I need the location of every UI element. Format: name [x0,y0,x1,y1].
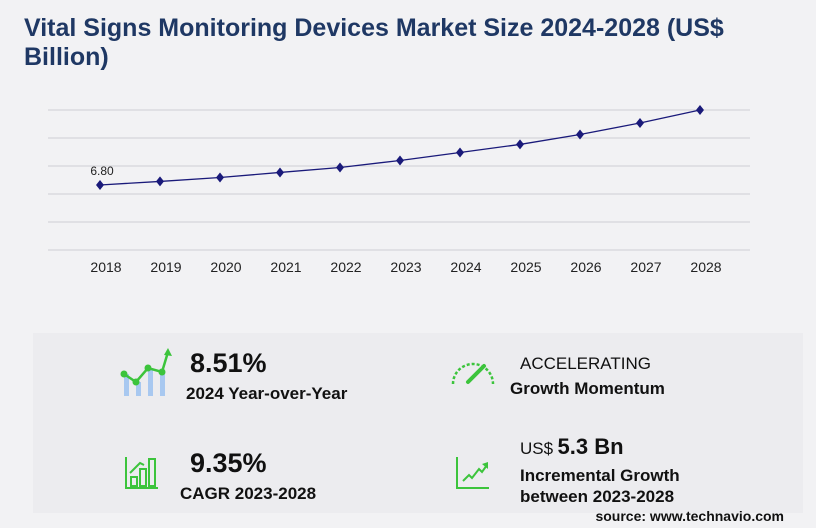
line-chart: 2018 6.80 2019 2020 2021 2022 2023 2024 2025 2026… [48,105,750,275]
data-point [636,118,644,129]
incremental-growth: US$ 5.3 Bn [520,434,624,460]
stats-panel [33,333,803,513]
x-tick-label: 2018 [90,259,121,275]
momentum-label: Growth Momentum [510,379,665,398]
x-tick-label: 2021 [270,259,301,275]
trend-up-icon [456,457,489,489]
x-tick-label: 2026 [570,259,601,275]
speedometer-icon [451,362,495,385]
x-tick-label: 2023 [390,259,421,275]
data-point [276,167,284,178]
data-point [456,147,464,158]
momentum-value: ACCELERATING [520,354,651,373]
yoy-value: 8.51% [190,348,267,378]
cagr-label: CAGR 2023-2028 [180,484,317,503]
source-text: source: www.technavio.com [595,508,784,524]
cagr-value: 9.35% [190,448,267,478]
chart-title: Vital Signs Monitoring Devices Market Si… [24,14,724,71]
data-point [576,129,584,140]
data-point [156,176,164,187]
x-tick-label: 2019 [150,259,181,275]
incremental-label-2: between 2023-2028 [520,487,675,506]
data-point [96,179,104,190]
x-tick-label: 2025 [510,259,541,275]
yoy-label: 2024 Year-over-Year [186,384,348,403]
bar-chart-icon [125,457,158,489]
x-tick-label: 2028 [690,259,721,275]
data-point [216,172,224,183]
incremental-label-1: Incremental Growth [520,466,680,485]
incremental-value: 5.3 Bn [557,434,624,459]
data-point [516,139,524,150]
x-tick-label: 2027 [630,259,661,275]
x-tick-label: 2022 [330,259,361,275]
data-point [696,105,704,115]
x-tick-label: 2020 [210,259,241,275]
data-point [336,162,344,173]
series-line [99,109,701,186]
data-label: 6.80 [90,164,114,178]
currency-prefix: US$ [520,439,554,458]
data-point [396,155,404,166]
growth-chart-icon [120,348,172,396]
x-tick-label: 2024 [450,259,481,275]
